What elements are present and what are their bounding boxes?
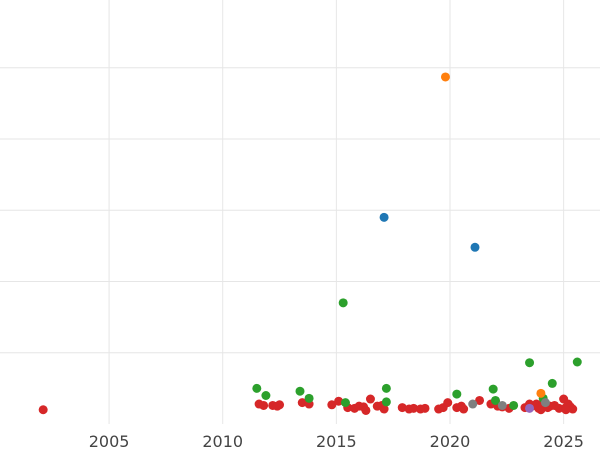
data-point: [361, 405, 371, 415]
data-point: [536, 388, 546, 398]
data-point: [259, 400, 269, 410]
data-point: [334, 396, 344, 406]
data-point: [381, 383, 391, 393]
data-point: [568, 404, 578, 414]
x-tick-label: 2015: [316, 432, 357, 450]
data-point: [443, 398, 453, 408]
data-point: [554, 403, 564, 413]
data-point: [547, 378, 557, 388]
data-point: [536, 405, 546, 415]
x-tick-label: 2025: [543, 432, 584, 450]
x-tick-label: 2010: [202, 432, 243, 450]
data-point: [379, 212, 389, 222]
data-point: [297, 398, 307, 408]
data-point: [525, 403, 535, 413]
data-point: [38, 405, 48, 415]
data-point: [365, 394, 375, 404]
data-point: [509, 400, 519, 410]
data-point: [525, 358, 535, 368]
data-point: [252, 383, 262, 393]
data-point: [295, 386, 305, 396]
data-point: [540, 398, 550, 408]
data-point: [338, 298, 348, 308]
data-point: [572, 357, 582, 367]
x-tick-label: 2005: [89, 432, 130, 450]
data-point: [459, 404, 469, 414]
data-point: [327, 400, 337, 410]
data-point: [409, 403, 419, 413]
data-point: [397, 403, 407, 413]
data-point: [488, 384, 498, 394]
data-point: [561, 405, 571, 415]
data-point: [261, 390, 271, 400]
data-point: [381, 397, 391, 407]
data-point: [468, 399, 478, 409]
data-point: [490, 395, 500, 405]
data-point: [379, 404, 389, 414]
data-point: [420, 403, 430, 413]
data-point: [304, 393, 314, 403]
grid-lines: [0, 0, 600, 424]
x-axis-tick-labels: 2005 2010 2015 2020 2025: [89, 432, 584, 450]
data-points: [38, 72, 582, 415]
x-tick-label: 2020: [430, 432, 471, 450]
data-point: [275, 400, 285, 410]
data-point: [440, 72, 450, 82]
data-point: [475, 395, 485, 405]
data-point: [340, 398, 350, 408]
data-point: [497, 400, 507, 410]
data-point: [452, 389, 462, 399]
data-point: [470, 242, 480, 252]
